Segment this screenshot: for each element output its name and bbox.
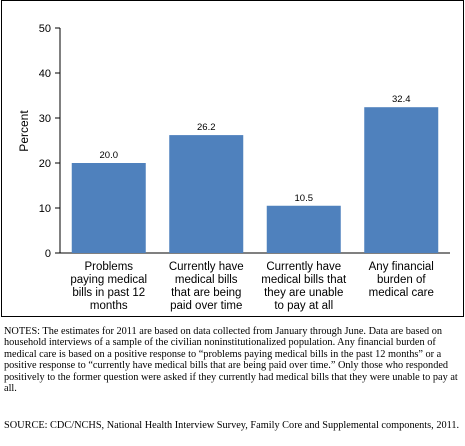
y-tick-label: 20	[39, 158, 51, 170]
bar-value-label: 10.5	[295, 193, 314, 204]
bar	[169, 135, 244, 253]
y-tick-label: 0	[45, 248, 51, 260]
y-tick-label: 40	[39, 68, 51, 80]
x-category-label: Problems paying medical bills in past 12…	[70, 261, 148, 312]
x-category-label: Currently have medical bills that they a…	[261, 261, 347, 312]
y-tick-label: 50	[39, 23, 51, 35]
bar	[364, 107, 439, 253]
chart-source: SOURCE: CDC/NCHS, National Health Interv…	[4, 420, 460, 431]
bar-value-label: 26.2	[197, 122, 216, 133]
bar	[71, 163, 146, 253]
bar-value-label: 32.4	[392, 94, 411, 105]
bar-chart: 0 10 20 30 40 50 20.0 26.2 10.5 32.4	[39, 23, 450, 260]
x-category-label: Any financial burden of medical care	[368, 261, 434, 299]
y-tick-label: 30	[39, 113, 51, 125]
y-axis-label: Percent	[17, 110, 31, 152]
bar-layer: 20.0 26.2 10.5 32.4	[71, 94, 439, 253]
bar	[266, 205, 341, 253]
x-category-label: Currently have medical bills that are be…	[168, 261, 244, 312]
bar-value-label: 20.0	[100, 150, 119, 161]
chart-notes: NOTES: The estimates for 2011 are based …	[4, 326, 458, 395]
y-tick-label: 10	[39, 203, 51, 215]
